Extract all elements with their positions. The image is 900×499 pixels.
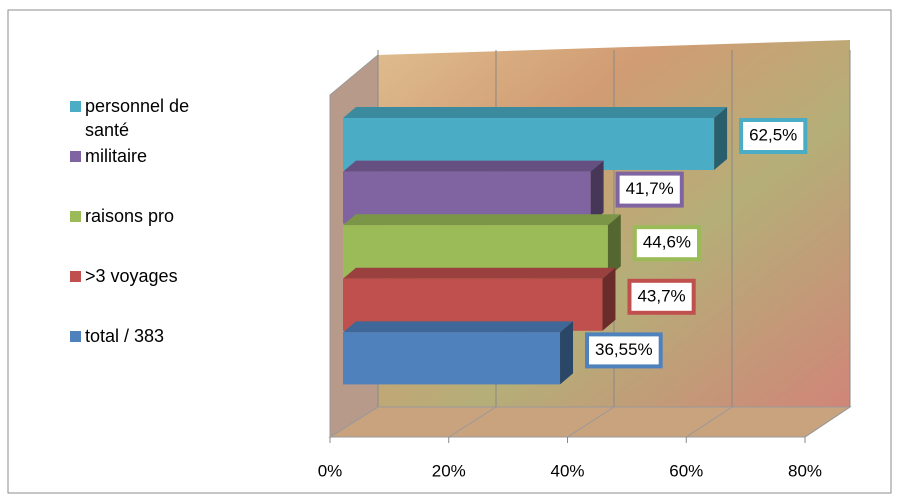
legend-swatch [70, 271, 81, 282]
floor-grid [804, 406, 851, 438]
value-label-box [627, 278, 696, 315]
legend-label: militaire [85, 146, 148, 166]
legend-label: >3 voyages [85, 266, 178, 286]
x-tick-label: 0% [318, 461, 343, 480]
value-label: 36,55% [595, 340, 653, 359]
legend-swatch [70, 101, 81, 112]
bar-side [590, 160, 604, 224]
x-tick-label: 40% [550, 461, 584, 480]
bar-side [607, 214, 621, 278]
value-label-box [585, 332, 663, 369]
legend-item: raisons pro [70, 204, 230, 228]
legend-item: militaire [70, 144, 230, 168]
bar-top [343, 214, 621, 226]
value-label-box [615, 171, 684, 208]
legend-item: >3 voyages [70, 264, 230, 288]
legend-label: raisons pro [85, 206, 175, 226]
bar-side [714, 107, 728, 170]
floor-grid [448, 406, 497, 438]
value-label: 44,6% [643, 233, 691, 252]
legend-item: personnel de santé [70, 94, 215, 142]
bar-side [602, 267, 616, 331]
bar-top [343, 160, 604, 172]
bar-top [343, 267, 616, 279]
x-tick-label: 80% [788, 461, 822, 480]
value-label: 41,7% [626, 179, 674, 198]
legend-label: personnel de santé [85, 96, 190, 140]
bar-side [560, 321, 574, 385]
legend-swatch [70, 151, 81, 162]
bar [343, 332, 561, 385]
legend-swatch [70, 211, 81, 222]
floor-grid [685, 406, 733, 438]
bar-top [343, 107, 728, 118]
bar-top [343, 321, 574, 333]
floor-grid [567, 406, 615, 438]
legend-item: total / 383 [70, 324, 230, 348]
legend-label: total / 383 [85, 326, 165, 346]
legend: personnel de santé militaire raisons pro >3… [70, 94, 230, 384]
x-tick-label: 20% [432, 461, 466, 480]
legend-swatch [70, 331, 81, 342]
floor-grid [329, 406, 379, 438]
x-tick-label: 60% [669, 461, 703, 480]
value-label: 62,5% [749, 125, 797, 144]
value-label-box [739, 118, 808, 154]
value-label: 43,7% [637, 286, 685, 305]
value-label-box [632, 225, 702, 262]
